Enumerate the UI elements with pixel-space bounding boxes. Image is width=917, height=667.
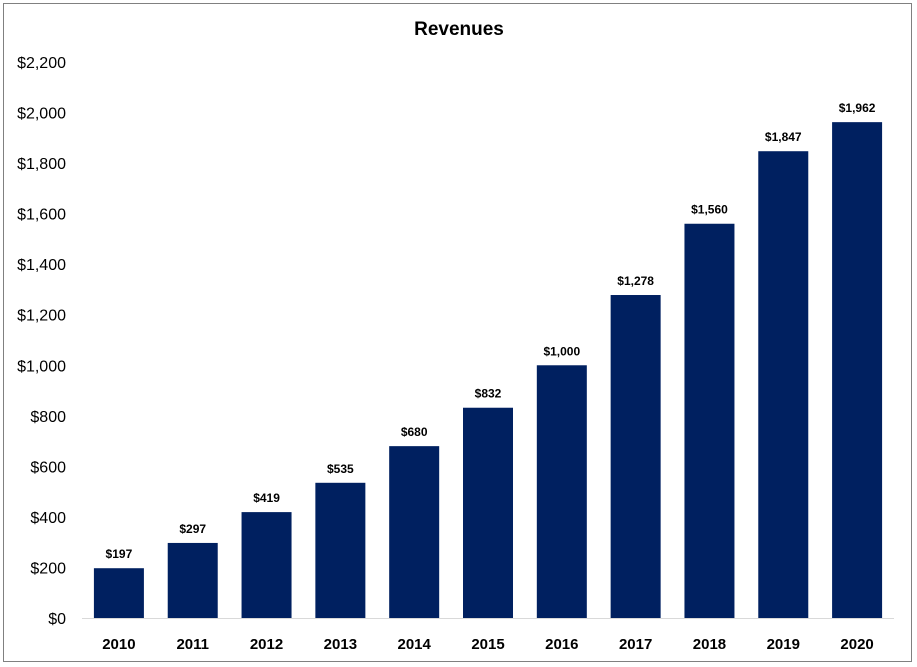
x-tick-label: 2020	[840, 636, 873, 653]
data-label: $197	[106, 547, 133, 561]
data-label: $1,278	[617, 274, 654, 288]
data-label: $680	[401, 425, 428, 439]
data-label: $1,000	[543, 344, 580, 358]
bars-group	[93, 122, 883, 619]
x-tick-label: 2019	[767, 636, 800, 653]
x-tick-label: 2010	[102, 636, 135, 653]
y-tick-label: $1,600	[17, 207, 66, 224]
y-tick-label: $2,000	[17, 106, 66, 123]
data-label: $1,560	[691, 203, 728, 217]
y-tick-label: $400	[30, 510, 66, 527]
data-label: $297	[179, 522, 206, 536]
x-tick-label: 2011	[176, 636, 209, 653]
x-axis: 2010 2011 2012 2013 2014 2015 2016 2017 2018 2019…	[102, 636, 874, 653]
bar-2018	[684, 223, 735, 618]
data-label: $832	[475, 387, 502, 401]
x-tick-label: 2015	[471, 636, 504, 653]
bar-2015	[463, 407, 513, 618]
y-tick-label: $0	[48, 611, 66, 628]
bar-2019	[758, 151, 809, 619]
x-tick-label: 2012	[250, 636, 283, 653]
y-tick-label: $1,200	[17, 308, 66, 325]
y-axis: $0 $200 $400 $600 $800 $1,000 $1,200 $1,400 $1,6…	[17, 55, 66, 628]
data-labels-group: $197 $297 $419 $535 $680 $832 $1,000 $1,278 $1,5…	[106, 101, 876, 561]
chart-title: Revenues	[414, 19, 504, 40]
bar-2017	[610, 295, 661, 618]
y-tick-label: $200	[30, 560, 66, 577]
x-tick-label: 2014	[397, 636, 431, 653]
y-tick-label: $2,200	[17, 55, 66, 72]
y-tick-label: $1,400	[17, 257, 66, 274]
y-tick-label: $600	[30, 459, 66, 476]
data-label: $1,962	[839, 101, 876, 115]
bar-2020	[832, 122, 883, 618]
bar-2014	[389, 446, 440, 618]
bar-2010	[93, 568, 144, 618]
x-tick-label: 2013	[324, 636, 357, 653]
y-tick-label: $1,800	[17, 156, 66, 173]
data-label: $419	[253, 491, 280, 505]
y-tick-label: $800	[30, 409, 66, 426]
y-tick-label: $1,000	[17, 358, 66, 375]
x-tick-label: 2017	[619, 636, 652, 653]
bar-2016	[536, 365, 587, 618]
data-label: $535	[327, 462, 354, 476]
x-tick-label: 2018	[693, 636, 726, 653]
bar-2013	[315, 482, 366, 618]
x-tick-label: 2016	[545, 636, 578, 653]
data-label: $1,847	[765, 130, 802, 144]
bar-2011	[167, 542, 218, 618]
bar-2012	[241, 512, 292, 618]
